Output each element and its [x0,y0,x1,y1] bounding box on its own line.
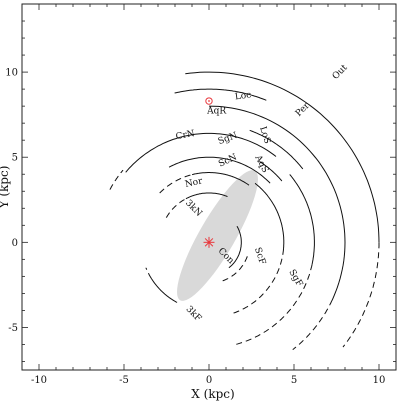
x-tick-label: -5 [119,375,129,386]
spiral-arms-layer [109,71,380,351]
arm-aqs-segment-0 [259,161,283,182]
arm-label-per: Per [294,100,312,118]
arm-label-scn: ScN [217,152,239,169]
galactic-center-marker [204,238,214,247]
arm-label-scf: ScF [252,246,267,266]
arm-los-segment-0 [249,129,304,170]
arm-sgf-segment-0 [289,174,315,265]
arm-label-sgn: SgN [217,131,239,147]
arm-label-nor: Nor [184,176,204,190]
arm-sgn-segment-0 [125,132,277,173]
arm-con-segment-1 [219,256,248,283]
arm-scn-segment-0 [168,156,271,184]
sun-marker-dot [208,100,210,102]
galactic-bar [177,170,258,301]
x-axis-label: X (kpc) [191,387,234,401]
arm-con-segment-0 [228,225,242,269]
galactic-bar-layer [177,170,258,301]
arm-scf-segment-0 [254,182,285,249]
arm-label-3kn: 3kN [183,198,204,219]
arm-label-los: LoS [257,125,272,145]
arm-out-segment-0 [185,71,380,243]
arm-crn-segment-0 [109,169,124,190]
arm-3kn-segment-1 [185,192,228,200]
y-tick-label: 5 [12,153,18,164]
arm-loc-segment-0 [174,88,267,101]
arm-label-crn: CrN [175,129,196,142]
x-tick-label: -10 [31,375,47,386]
x-tick-label: 10 [373,375,386,386]
y-axis-label: Y (kpc) [0,166,11,210]
arm-per-segment-1 [292,299,333,351]
arm-3kn-segment-0 [165,198,187,218]
arm-label-loc: Loc [234,90,252,102]
y-tick-label: -5 [8,323,18,334]
y-tick-label: 10 [5,68,18,79]
axis-ticks-layer: -10 -5 0 5 10 -5 0 5 10 [5,3,397,386]
arm-label-out: Out [331,63,350,82]
arm-3kf-segment-0 [150,278,178,303]
arm-out-segment-1 [342,242,380,348]
plot-frame [21,3,397,371]
arm-label-3kf: 3kF [184,304,203,323]
arm-nor-segment-0 [159,174,193,194]
x-tick-label: 5 [291,375,297,386]
y-tick-label: 0 [12,238,18,249]
x-tick-label: 0 [206,375,212,386]
arm-label-sgf: SgF [286,268,304,289]
arm-scf-segment-1 [231,248,284,315]
arm-per-segment-0 [208,105,346,301]
arm-nor-segment-1 [192,172,250,186]
sun-marker-ring [205,97,213,105]
sun-label: AqR [206,107,226,117]
arm-3kf-segment-1 [145,267,152,279]
markers-layer: AqR [203,97,226,248]
